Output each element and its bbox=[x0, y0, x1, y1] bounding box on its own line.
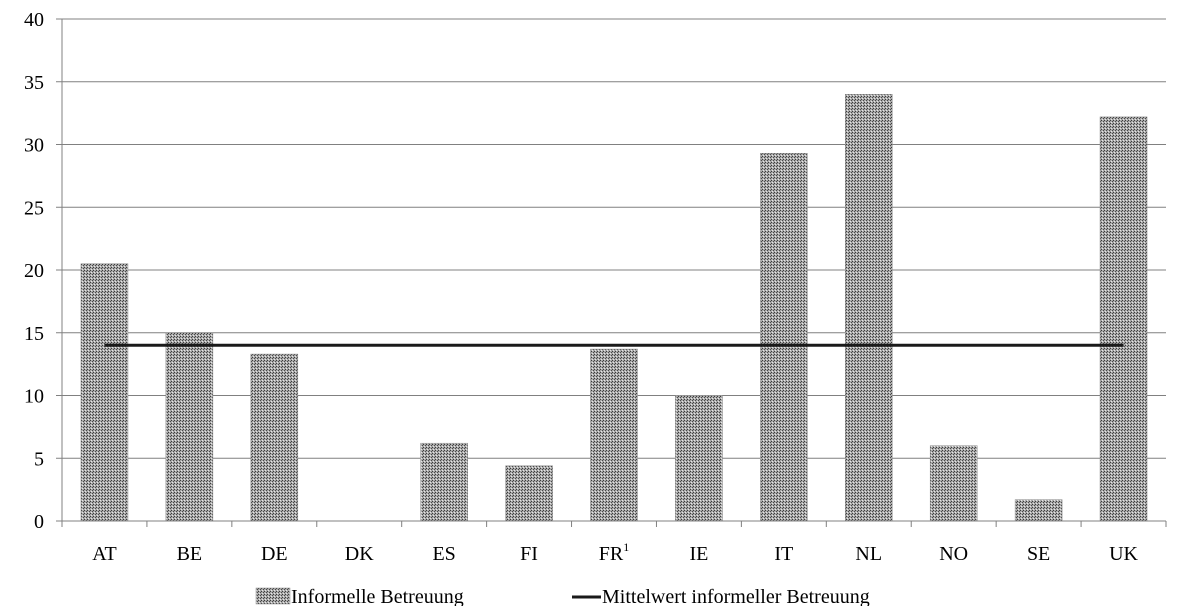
x-tick-label: DE bbox=[261, 543, 288, 565]
y-tick-label: 10 bbox=[24, 386, 44, 408]
bar-at bbox=[80, 263, 129, 522]
y-tick-label: 15 bbox=[24, 323, 44, 345]
y-tick-label: 0 bbox=[34, 511, 44, 533]
x-tick-label: NL bbox=[855, 543, 882, 565]
y-tick-label: 5 bbox=[34, 448, 44, 470]
bar-fr bbox=[590, 348, 638, 522]
legend-label-bars: Informelle Betreuung bbox=[291, 586, 464, 606]
legend-swatch-bars bbox=[255, 587, 291, 605]
y-tick-labels: 0 5 10 15 20 25 30 35 40 bbox=[24, 9, 44, 533]
x-tick-label: DK bbox=[345, 543, 374, 565]
legend-label-line: Mittelwert informeller Betreuung bbox=[602, 586, 870, 606]
bar-no bbox=[929, 445, 978, 522]
bar-fi bbox=[505, 465, 553, 522]
gridlines bbox=[56, 18, 1166, 522]
bar-it bbox=[760, 153, 808, 522]
y-tick-label: 35 bbox=[24, 72, 44, 94]
bar-nl bbox=[845, 94, 893, 522]
x-tick-label: SE bbox=[1027, 543, 1050, 565]
y-tick-label: 40 bbox=[24, 9, 44, 31]
legend: Informelle Betreuung Mittelwert informell… bbox=[255, 586, 870, 606]
axes bbox=[61, 19, 1167, 527]
x-tick-label: UK bbox=[1109, 543, 1138, 565]
bar-be bbox=[165, 332, 214, 522]
bar-de bbox=[250, 353, 299, 522]
bar-se bbox=[1014, 499, 1063, 522]
x-tick-label: ES bbox=[432, 543, 455, 565]
x-tick-label: IT bbox=[774, 543, 793, 565]
y-tick-label: 25 bbox=[24, 197, 44, 219]
footnote-marker: 1 bbox=[623, 540, 629, 554]
x-tick-labels: AT BE DE DK ES FI FR1 IE IT NL NO SE UK bbox=[92, 540, 1138, 565]
y-tick-label: 20 bbox=[24, 260, 44, 282]
bar-es bbox=[420, 442, 468, 522]
y-tick-label: 30 bbox=[24, 135, 44, 157]
x-tick-label: BE bbox=[177, 543, 203, 565]
bar-ie bbox=[675, 395, 723, 522]
bars bbox=[80, 94, 1148, 522]
x-tick-label: AT bbox=[92, 543, 116, 565]
x-tick-label: NO bbox=[939, 543, 968, 565]
bar-uk bbox=[1099, 116, 1148, 522]
x-tick-label: IE bbox=[689, 543, 708, 565]
x-tick-label: FI bbox=[520, 543, 538, 565]
x-tick-label: FR1 bbox=[599, 540, 629, 565]
